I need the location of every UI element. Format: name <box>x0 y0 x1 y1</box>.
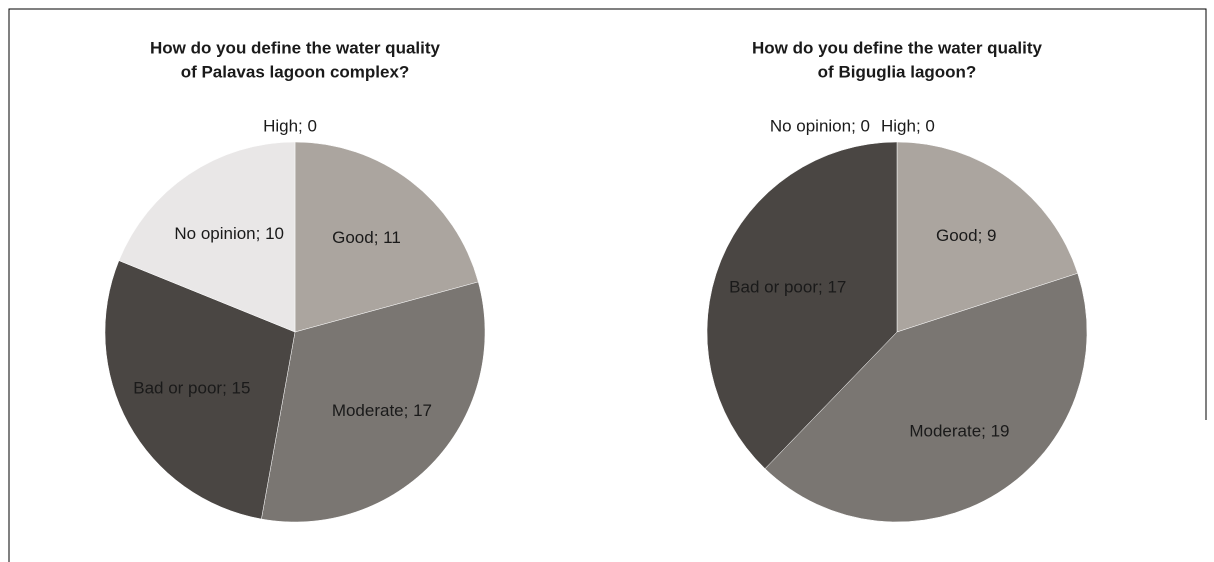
chart-title: How do you define the water quality <box>752 38 1043 57</box>
slice-label: High; 0 <box>881 116 935 135</box>
pie-slice <box>764 272 1088 523</box>
slice-label: Good; 9 <box>936 226 997 245</box>
chart-title: How do you define the water quality <box>150 38 441 57</box>
chart-title: of Palavas lagoon complex? <box>181 62 410 81</box>
slice-label: Bad or poor; 17 <box>729 277 846 296</box>
pie-slice <box>294 141 479 333</box>
slice-label: No opinion; 0 <box>770 116 870 135</box>
pie-slice <box>118 141 296 333</box>
pie-slice <box>104 260 296 520</box>
slice-label: No opinion; 10 <box>174 224 284 243</box>
slice-label: Moderate; 17 <box>332 401 432 420</box>
slice-label: Bad or poor; 15 <box>133 378 250 397</box>
pie-slice <box>896 141 1079 333</box>
slice-label: High; 0 <box>263 116 317 135</box>
slice-label: Moderate; 19 <box>909 421 1009 440</box>
slice-label: Good; 11 <box>332 228 401 247</box>
chart-title: of Biguglia lagoon? <box>818 62 977 81</box>
frame <box>8 8 1207 562</box>
pie-slice <box>706 141 898 470</box>
pie-slice <box>261 281 486 523</box>
